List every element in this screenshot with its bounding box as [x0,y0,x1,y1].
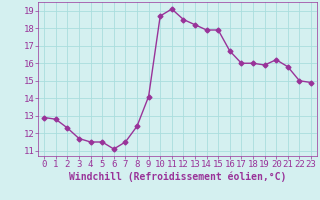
X-axis label: Windchill (Refroidissement éolien,°C): Windchill (Refroidissement éolien,°C) [69,172,286,182]
